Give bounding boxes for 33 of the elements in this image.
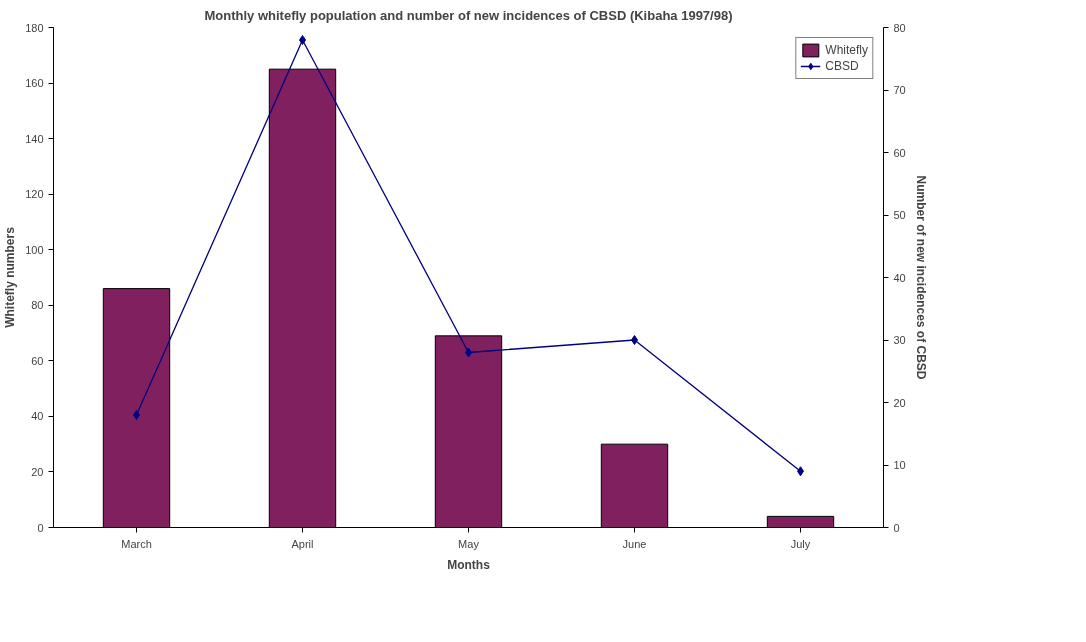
y-axis-title: Whitefly numbers <box>3 226 18 328</box>
y2-tick-label: 40 <box>893 271 906 284</box>
y-tick-label: 20 <box>31 465 44 478</box>
point <box>133 410 140 420</box>
x-tick-label: July <box>790 537 811 550</box>
point <box>299 35 306 45</box>
y-tick-label: 80 <box>31 299 44 312</box>
y2-tick-label: 80 <box>893 21 906 34</box>
y-tick-label: 60 <box>31 354 44 367</box>
y2-tick-label: 20 <box>893 396 906 409</box>
y-tick-label: 0 <box>37 521 44 534</box>
y2-tick-label: 10 <box>893 459 906 471</box>
y2-axis-title: Number of new incidences of CBSD <box>913 175 928 380</box>
legend-label: Whitefly <box>825 43 868 57</box>
chart-title: Monthly whitefly population and number of new incidences of CBSD (Kibaha 1997/98) <box>204 7 733 23</box>
y-tick-label: 180 <box>25 21 44 34</box>
y2-tick-label: 70 <box>893 84 906 96</box>
y-tick-label: 140 <box>25 132 44 145</box>
point <box>631 335 638 345</box>
x-tick-label: April <box>291 537 314 550</box>
x-axis-title: Months <box>447 557 491 572</box>
y2-tick-label: 0 <box>893 521 900 534</box>
y2-tick-label: 50 <box>893 209 906 221</box>
y2-tick-label: 30 <box>893 334 906 346</box>
x-tick-label: March <box>121 537 152 550</box>
x-tick-label: June <box>622 537 647 550</box>
y-tick-label: 40 <box>31 410 44 423</box>
legend-label: CBSD <box>825 59 859 73</box>
y2-tick-label: 60 <box>893 146 906 159</box>
y-tick-label: 160 <box>25 77 44 90</box>
y-tick-label: 120 <box>25 188 44 201</box>
x-tick-label: May <box>458 537 480 550</box>
y-tick-label: 100 <box>25 243 44 256</box>
